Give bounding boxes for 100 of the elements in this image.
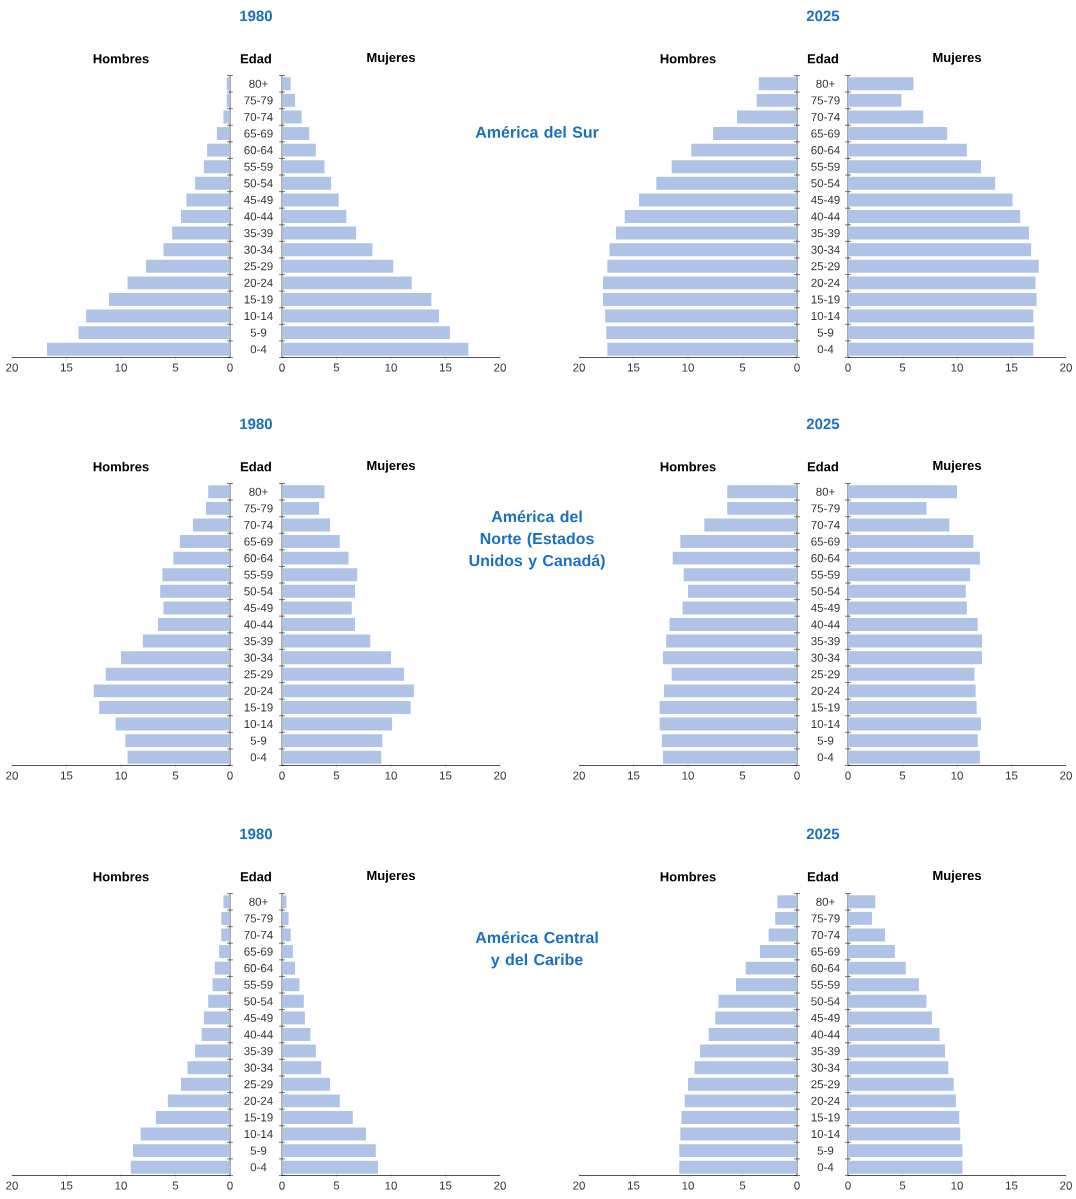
bar	[127, 276, 231, 290]
bar	[86, 309, 231, 323]
x-tick-label: 0	[845, 363, 851, 372]
bar	[201, 1028, 231, 1041]
y-tick-label: 45-49	[811, 1013, 840, 1022]
y-tick-label: 60-64	[811, 964, 840, 973]
bar	[282, 77, 291, 91]
bar	[848, 994, 927, 1008]
bar	[688, 1077, 798, 1091]
x-tick-label: 0	[794, 1181, 800, 1190]
bar	[282, 734, 383, 748]
bar	[777, 895, 798, 909]
bar	[282, 551, 349, 565]
bar	[848, 1077, 954, 1091]
chart-title: 1980	[240, 828, 273, 840]
bar	[683, 568, 798, 582]
bar	[282, 309, 440, 323]
bar	[848, 684, 976, 698]
x-tick-label: 10	[115, 1181, 128, 1190]
y-tick-label: 45-49	[244, 603, 273, 612]
y-axis-title: Edad	[808, 871, 839, 882]
y-axis-title: Edad	[241, 53, 272, 64]
x-tick-label: 5	[172, 363, 179, 372]
y-axis-title: Edad	[241, 871, 272, 882]
y-tick-label: 20-24	[244, 278, 273, 287]
bar	[848, 518, 950, 532]
x-tick-label: 0	[845, 1181, 851, 1190]
x-axis-title: Hombres	[660, 53, 716, 64]
y-tick-label: 10-14	[811, 719, 840, 729]
bar	[207, 143, 231, 157]
bar	[848, 276, 1036, 290]
bar	[219, 945, 231, 959]
x-tick-label: 20	[6, 1181, 19, 1190]
y-tick-label: 30-34	[244, 653, 273, 662]
y-tick-label: 55-59	[811, 570, 840, 579]
bar	[282, 1077, 331, 1091]
x-tick-label: 10	[115, 771, 128, 780]
bar	[607, 342, 798, 356]
bar	[745, 961, 798, 975]
y-tick-label: 45-49	[244, 195, 273, 204]
bar	[848, 243, 1032, 257]
bar	[659, 717, 798, 731]
y-tick-label: 50-54	[811, 997, 840, 1006]
bar	[282, 911, 289, 925]
x-tick-label: 15	[440, 771, 452, 780]
bar	[223, 110, 231, 124]
y-tick-label: 5-9	[250, 328, 267, 337]
y-tick-label: 5-9	[817, 1146, 834, 1155]
bar	[282, 326, 450, 340]
y-tick-label: 0-4	[250, 345, 267, 354]
bar	[282, 1110, 353, 1124]
bar	[282, 1160, 379, 1174]
x-tick-label: 15	[61, 1181, 73, 1190]
y-tick-label: 60-64	[244, 554, 273, 563]
bar	[680, 535, 798, 549]
x-tick-label: 15	[1006, 771, 1018, 780]
x-tick-label: 15	[61, 363, 73, 372]
bar	[193, 518, 231, 532]
y-tick-label: 50-54	[244, 997, 273, 1006]
bar	[186, 193, 231, 207]
bar	[848, 127, 948, 141]
bar	[282, 210, 347, 223]
bar	[221, 911, 231, 925]
bar	[671, 667, 798, 681]
bar	[663, 651, 798, 665]
bar	[282, 501, 320, 515]
y-tick-label: 0-4	[250, 1163, 267, 1172]
x-tick-label: 5	[333, 1181, 340, 1190]
bar	[663, 750, 798, 764]
y-tick-label: 75-79	[244, 96, 273, 105]
x-axis-title: Mujeres	[367, 52, 416, 65]
x-tick-label: 0	[279, 771, 285, 780]
x-tick-label: 15	[1006, 363, 1018, 372]
y-tick-label: 20-24	[811, 1096, 840, 1105]
bar	[848, 911, 873, 925]
y-tick-label: 55-59	[811, 162, 840, 171]
bar	[282, 717, 393, 731]
x-tick-label: 20	[1060, 1181, 1073, 1190]
bar	[223, 895, 231, 909]
bar	[282, 535, 340, 549]
y-tick-label: 25-29	[811, 670, 840, 679]
bar	[848, 160, 982, 174]
bar	[848, 326, 1035, 340]
bar	[282, 895, 287, 909]
chart-title: 2025	[806, 828, 840, 840]
bar	[282, 292, 432, 306]
x-axis-title: Hombres	[93, 53, 149, 64]
y-tick-label: 30-34	[811, 653, 840, 662]
bar	[130, 1160, 231, 1174]
y-tick-label: 15-19	[244, 1113, 273, 1122]
bar	[162, 568, 231, 582]
bar	[666, 634, 798, 648]
bar	[282, 568, 358, 582]
x-axis-title: Hombres	[660, 461, 716, 472]
y-tick-label: 70-74	[244, 930, 273, 940]
y-tick-label: 10-14	[811, 1129, 840, 1139]
y-tick-label: 50-54	[244, 587, 273, 596]
bar	[848, 895, 876, 909]
bar	[121, 651, 231, 665]
x-tick-label: 20	[494, 363, 507, 372]
